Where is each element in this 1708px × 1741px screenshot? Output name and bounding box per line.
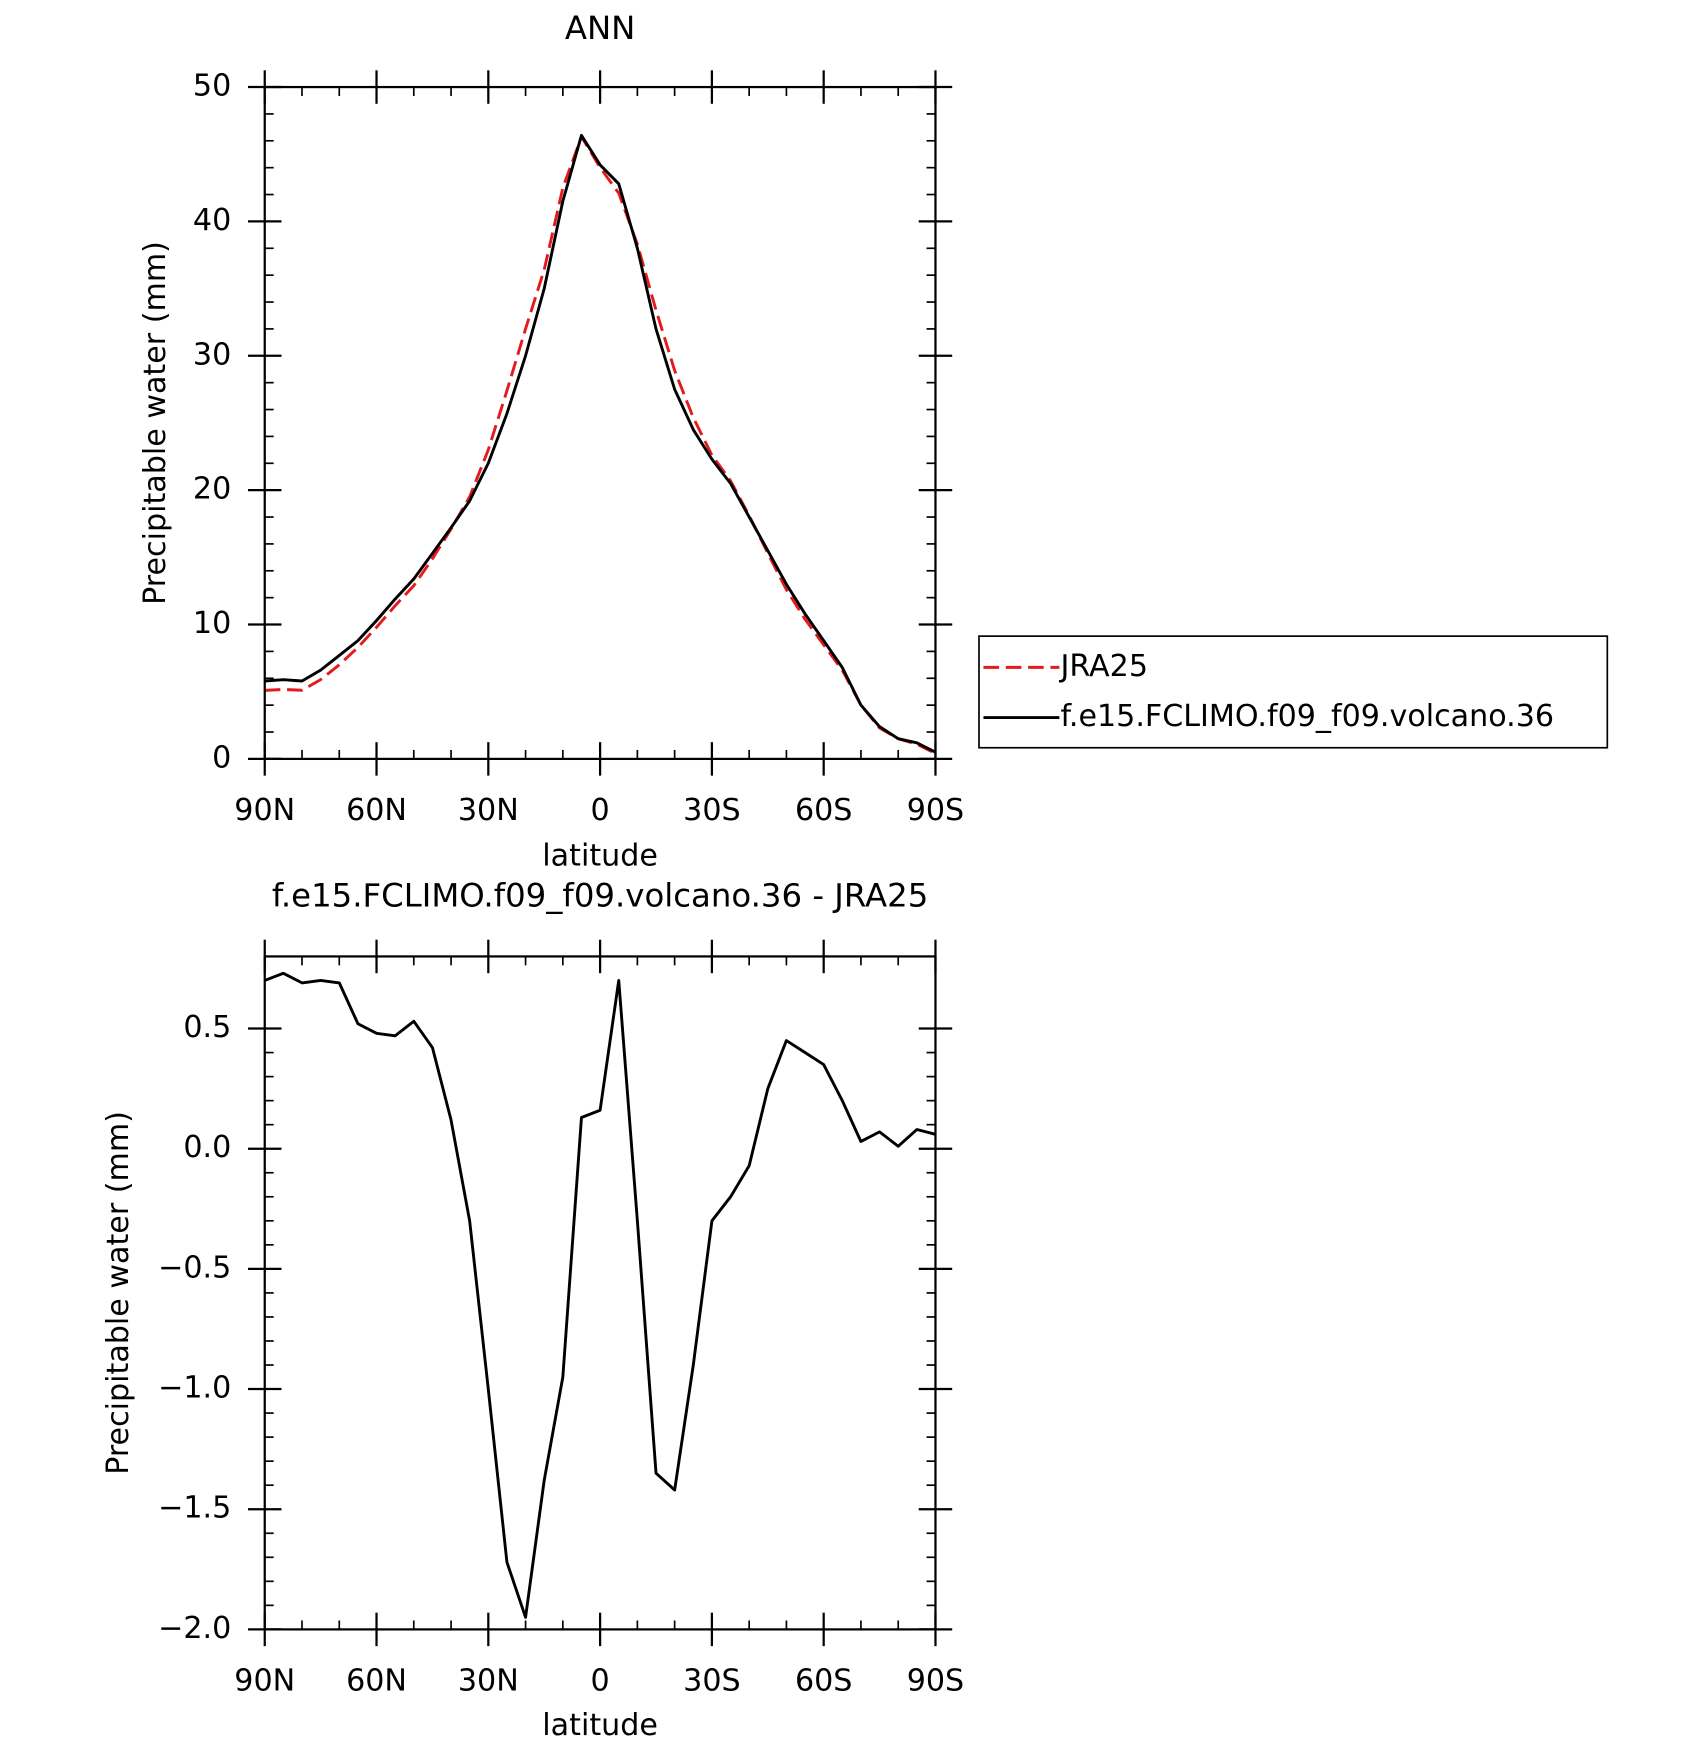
x-tick-label: 90N xyxy=(234,1663,295,1698)
legend-label: f.e15.FCLIMO.f09_f09.volcano.36 xyxy=(1060,699,1554,734)
data-line xyxy=(264,971,936,1619)
y-tick-label: −2.0 xyxy=(158,1611,231,1646)
data-line xyxy=(264,135,937,755)
x-tick-label: 90N xyxy=(234,793,295,828)
y-tick-label: −1.0 xyxy=(158,1371,231,1406)
y-tick-label: −0.5 xyxy=(158,1250,231,1285)
y-tick-label: 10 xyxy=(193,606,231,641)
y-tick-label: 30 xyxy=(193,337,231,372)
x-axis-label: latitude xyxy=(542,1708,658,1741)
y-tick-label: 0.5 xyxy=(183,1010,231,1045)
x-tick-label: 0 xyxy=(591,1663,610,1698)
y-tick-label: 40 xyxy=(193,203,231,238)
x-tick-label: 0 xyxy=(591,793,610,828)
chart-title: ANN xyxy=(565,9,636,47)
plot-area: ANN latitude Precipitable water (mm) 0 10 20 3… xyxy=(138,9,964,873)
x-tick-label: 30N xyxy=(458,1663,519,1698)
x-tick-label: 60N xyxy=(346,1663,407,1698)
chart-title: f.e15.FCLIMO.f09_f09.volcano.36 - JRA25 xyxy=(272,876,928,914)
plot-area: f.e15.FCLIMO.f09_f09.volcano.36 - JRA25 l… xyxy=(101,876,964,1741)
x-tick-label: 90S xyxy=(907,1663,964,1698)
y-tick-label: −1.5 xyxy=(158,1491,231,1526)
x-tick-label: 30S xyxy=(683,1663,740,1698)
y-axis-label: Precipitable water (mm) xyxy=(101,1111,136,1475)
legend-box xyxy=(978,635,1609,749)
y-axis-label: Precipitable water (mm) xyxy=(138,241,173,605)
y-tick-label: 50 xyxy=(193,69,231,104)
legend-label: JRA25 xyxy=(1058,649,1148,684)
plot-frame xyxy=(263,955,937,1631)
x-tick-label: 60N xyxy=(346,793,407,828)
y-tick-label: 0 xyxy=(212,740,231,775)
x-tick-label: 30S xyxy=(683,793,740,828)
x-tick-label: 90S xyxy=(907,793,964,828)
x-tick-label: 60S xyxy=(795,1663,852,1698)
data-line xyxy=(264,133,937,754)
legend: JRA25 f.e15.FCLIMO.f09_f09.volcano.36 xyxy=(978,635,1609,749)
y-tick-label: 0.0 xyxy=(183,1130,231,1165)
x-tick-label: 60S xyxy=(795,793,852,828)
x-tick-label: 30N xyxy=(458,793,519,828)
x-axis-label: latitude xyxy=(542,839,658,874)
plot-frame xyxy=(263,85,937,761)
y-tick-label: 20 xyxy=(193,472,231,507)
